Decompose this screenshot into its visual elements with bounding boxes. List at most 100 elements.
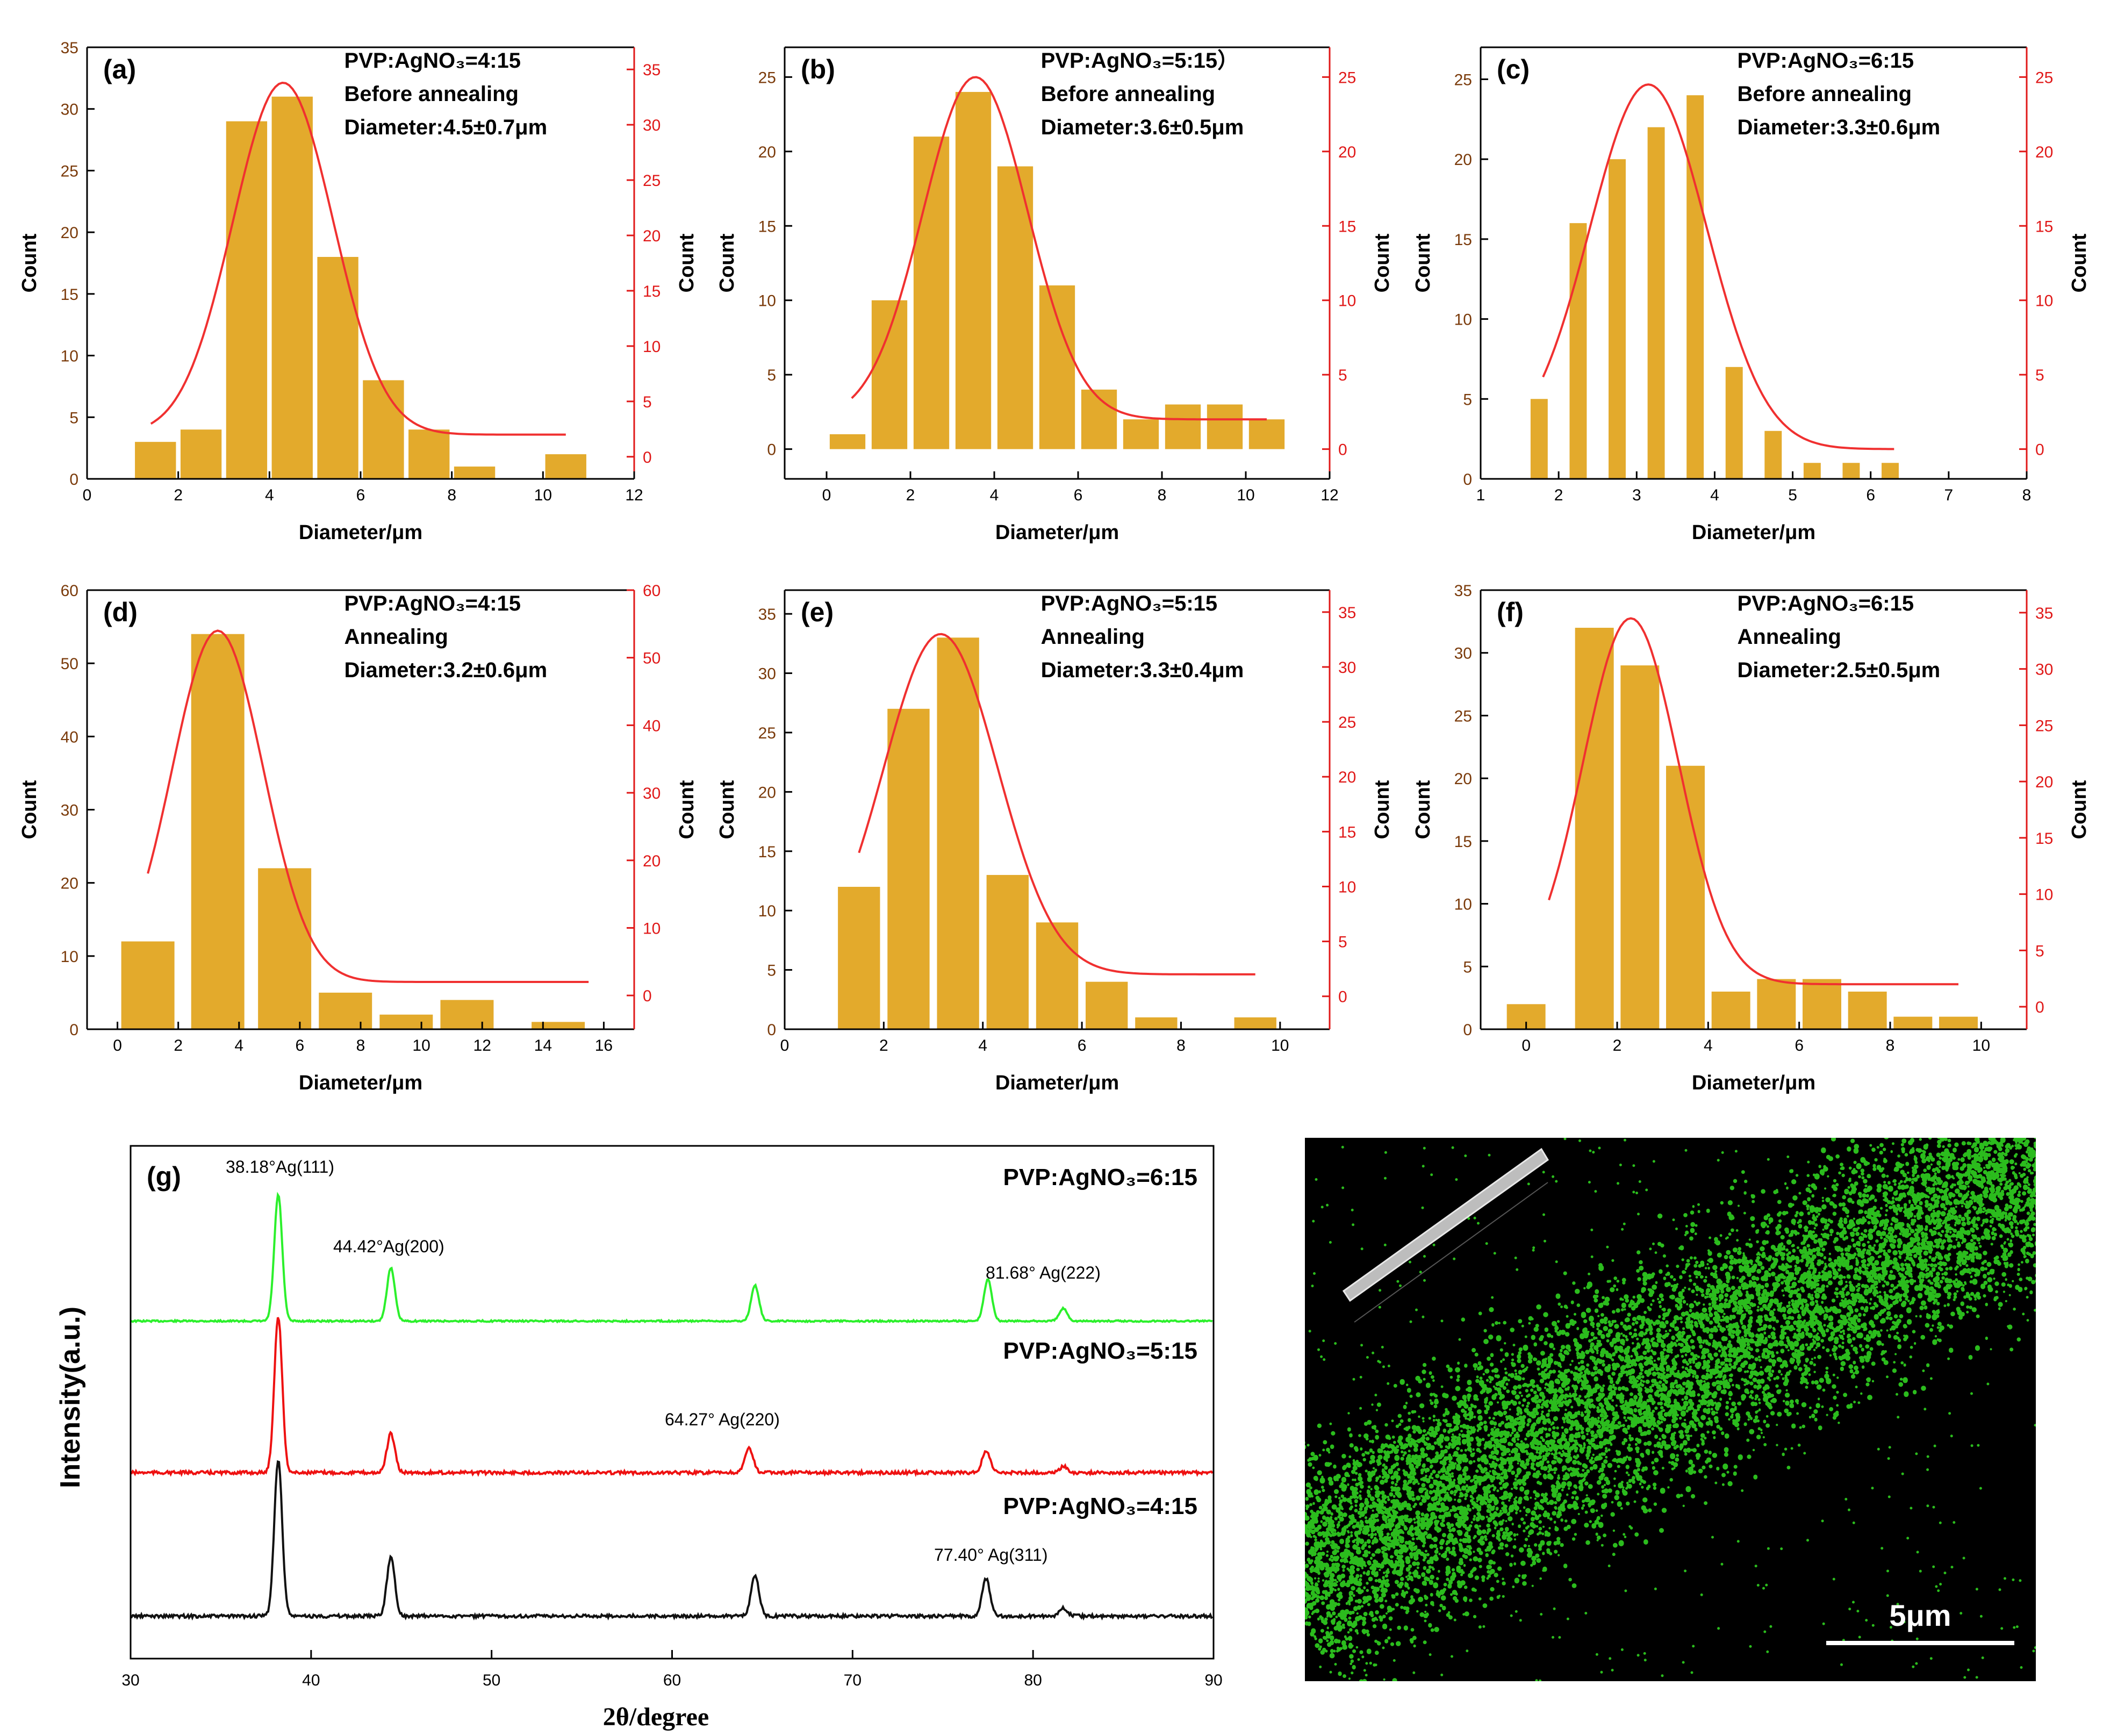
x-tick-label: 2	[906, 486, 915, 504]
y2-tick-label: 30	[643, 785, 661, 802]
panel-e: 0 2 4 6 8 10 0 5 10 15 20 25 30 35 0 5 10 15 20 25 30 35 Diame…	[716, 589, 1394, 1094]
x-tick-label: 0	[83, 486, 92, 504]
y-tick-label: 30	[61, 101, 78, 119]
histogram-bar	[317, 257, 358, 479]
y2-tick-label: 5	[1338, 367, 1347, 384]
x-tick-label: 0	[1521, 1037, 1531, 1054]
panel-annotation-line: PVP:AgNO₃=4:15	[344, 592, 521, 615]
x-tick-label: 6	[1866, 486, 1875, 504]
panel-label: (g)	[147, 1161, 181, 1192]
histogram-bar	[1569, 223, 1587, 479]
eds-signal-dots	[1305, 1138, 2036, 1681]
x-axis-label: Diameter/μm	[299, 1072, 422, 1094]
y2-tick-label: 35	[1338, 604, 1356, 622]
x-axis-label: Diameter/μm	[995, 1072, 1119, 1094]
x-tick-label: 40	[302, 1672, 320, 1689]
y2-tick-label: 25	[1338, 714, 1356, 731]
y-tick-label: 10	[1454, 311, 1472, 329]
y-tick-label: 10	[61, 348, 78, 365]
gaussian-fit-curve	[858, 633, 1255, 975]
histogram-bar	[191, 634, 245, 1029]
x-tick-label: 10	[534, 486, 552, 504]
histogram-bar	[838, 887, 880, 1029]
y2-tick-label: 0	[2035, 999, 2044, 1016]
y-tick-label: 25	[1454, 707, 1472, 725]
x-tick-label: 2	[1613, 1037, 1622, 1054]
histogram-bar	[1123, 419, 1159, 449]
histogram-bar	[454, 467, 496, 479]
y-tick-label: 5	[69, 409, 78, 427]
x-axis-label: Diameter/μm	[1692, 1072, 1815, 1094]
sem-inset-fiber	[1342, 1147, 1549, 1302]
x-tick-label: 6	[1795, 1037, 1804, 1054]
panel-annotation-line: Before annealing	[344, 82, 519, 106]
x-tick-label: 4	[1704, 1037, 1713, 1054]
y2-tick-label: 10	[2035, 292, 2053, 310]
y-tick-label: 25	[758, 69, 776, 87]
histogram-bar	[1234, 1017, 1276, 1029]
histogram-bar	[887, 708, 930, 1029]
histogram-bar	[913, 137, 950, 449]
y-axis-label: Count	[18, 780, 41, 839]
x-tick-label: 6	[356, 486, 365, 504]
panel-annotation-line: Before annealing	[1738, 82, 1912, 106]
y-tick-label: 50	[61, 655, 78, 673]
gaussian-fit-curve	[1542, 83, 1894, 450]
y2-tick-label: 5	[2035, 942, 2044, 960]
histogram-bar	[1803, 979, 1841, 1029]
histogram-bar	[1711, 991, 1750, 1029]
panel-label: (f)	[1497, 597, 1524, 627]
y-tick-label: 25	[1454, 71, 1472, 89]
histogram-bar	[121, 941, 175, 1029]
y-tick-label: 20	[1454, 770, 1472, 788]
x-tick-label: 12	[1320, 486, 1338, 504]
y-tick-label: 0	[69, 1021, 78, 1039]
y2-tick-label: 20	[1338, 769, 1356, 786]
histogram-bar	[1647, 127, 1665, 479]
panel-f: 0 2 4 6 8 10 0 5 10 15 20 25 30 35 0 5 10 15 20 25 30 35 Diame…	[1412, 582, 2091, 1094]
y2-tick-label: 25	[1338, 69, 1356, 87]
y-tick-label: 15	[61, 286, 78, 304]
xrd-trace	[130, 1460, 1214, 1621]
panel-annotation-line: PVP:AgNO₃=6:15	[1738, 592, 1914, 615]
xrd-series-label: PVP:AgNO₃=6:15	[1003, 1164, 1197, 1190]
y2-tick-label: 10	[1338, 292, 1356, 310]
y2-axis-label: Count	[1371, 780, 1394, 839]
y-axis-label: Count	[1412, 233, 1434, 292]
x-tick-label: 2	[1554, 486, 1563, 504]
y2-tick-label: 5	[1338, 934, 1347, 951]
histogram-bar	[135, 442, 176, 479]
y-axis-label: Count	[716, 233, 738, 292]
y-tick-label: 30	[1454, 645, 1472, 663]
panel-annotation-line: Annealing	[1738, 625, 1841, 649]
panel-annotation-line: PVP:AgNO₃=4:15	[344, 49, 521, 73]
y2-tick-label: 60	[643, 582, 661, 600]
x-tick-label: 6	[1074, 486, 1083, 504]
y-tick-label: 35	[758, 606, 776, 623]
panel-h-eds-map: (h) 5μm	[1305, 1138, 2036, 1681]
peak-annotation: 44.42°Ag(200)	[333, 1237, 444, 1256]
y-tick-label: 20	[758, 144, 776, 161]
histogram-bar	[1803, 463, 1821, 479]
panel-annotation-line: Before annealing	[1041, 82, 1216, 106]
y2-tick-label: 10	[643, 920, 661, 937]
y-tick-label: 60	[61, 582, 78, 600]
histogram-bar	[1609, 159, 1626, 479]
panel-label: (h)	[1321, 1157, 1355, 1187]
y-tick-label: 25	[61, 162, 78, 180]
y2-tick-label: 15	[2035, 218, 2053, 235]
y-axis-label: Intensity(a.u.)	[55, 1307, 86, 1488]
y-tick-label: 10	[1454, 896, 1472, 914]
y-tick-label: 15	[758, 843, 776, 861]
x-tick-label: 7	[1944, 486, 1954, 504]
histogram-bar	[271, 96, 313, 479]
histogram-bar	[1575, 628, 1614, 1029]
y-axis-label: Count	[1412, 780, 1434, 839]
y-tick-label: 5	[767, 962, 776, 980]
gaussian-fit-curve	[851, 76, 1267, 421]
x-tick-label: 70	[844, 1672, 862, 1689]
histogram-bar	[1939, 1016, 1978, 1029]
y2-tick-label: 0	[2035, 441, 2044, 459]
y2-tick-label: 10	[1338, 878, 1356, 896]
x-tick-label: 6	[296, 1037, 305, 1054]
